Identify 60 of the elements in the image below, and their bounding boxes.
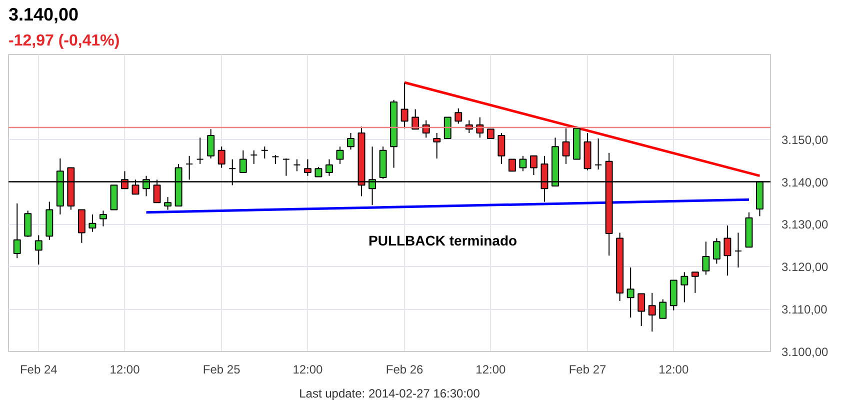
annotation: PULLBACK terminado bbox=[368, 232, 518, 248]
candlestick bbox=[336, 146, 344, 164]
candlestick bbox=[24, 210, 32, 238]
candlestick bbox=[260, 146, 268, 159]
candlestick bbox=[34, 234, 42, 266]
candlestick bbox=[498, 132, 506, 164]
candlestick bbox=[444, 116, 452, 140]
candlestick bbox=[207, 128, 215, 159]
text: Last update: 2014-02-27 16:30:00 bbox=[299, 386, 480, 400]
y-tick-label: 3.130,00 bbox=[782, 218, 829, 232]
candlestick bbox=[691, 272, 699, 294]
candlestick bbox=[314, 166, 322, 178]
candlestick bbox=[702, 241, 710, 276]
candlestick bbox=[486, 128, 494, 140]
candlestick bbox=[724, 224, 732, 276]
candlestick bbox=[78, 209, 86, 244]
candlestick bbox=[347, 132, 354, 150]
candlestick bbox=[519, 155, 527, 172]
x-tick-label: 12:00 bbox=[476, 362, 506, 376]
x-tick-label: Feb 26 bbox=[386, 362, 424, 376]
candlestick bbox=[530, 155, 538, 176]
candlestick bbox=[239, 150, 247, 173]
candlestick bbox=[99, 210, 107, 227]
chart-subtitle: -12,97 (-0,41%) bbox=[8, 32, 120, 50]
x-tick-label: Feb 24 bbox=[20, 362, 58, 376]
candlestick bbox=[454, 108, 462, 124]
candlestick bbox=[508, 158, 516, 172]
candlestick bbox=[626, 266, 634, 318]
candlestick bbox=[734, 232, 742, 268]
candlestick bbox=[293, 158, 301, 172]
y-tick-label: 3.150,00 bbox=[782, 132, 829, 147]
candlestick bbox=[638, 293, 646, 327]
candlestick bbox=[648, 292, 656, 332]
candlestick bbox=[680, 272, 688, 303]
candlestick bbox=[412, 108, 420, 130]
y-tick-label: 3.120,00 bbox=[782, 260, 829, 274]
candlestick bbox=[218, 146, 226, 168]
candlestick bbox=[400, 82, 408, 129]
y-tick-label: 3.100,00 bbox=[782, 345, 829, 359]
x-tick-label: Feb 27 bbox=[568, 362, 607, 376]
candlestick bbox=[250, 150, 258, 164]
candlestick bbox=[659, 298, 667, 319]
x-tick-label: Feb 25 bbox=[202, 362, 241, 376]
candlestick bbox=[196, 137, 204, 164]
chart-title: 3.140,00 bbox=[8, 4, 79, 24]
candlestick bbox=[304, 158, 312, 176]
x-tick-label: 12:00 bbox=[658, 362, 689, 376]
x-tick-label: 12:00 bbox=[292, 362, 324, 376]
y-tick-label: 3.140,00 bbox=[782, 175, 829, 190]
candlestick bbox=[13, 202, 21, 259]
candlestick bbox=[594, 138, 602, 170]
candlestick bbox=[326, 158, 333, 176]
candlestick bbox=[164, 196, 172, 210]
candlestick bbox=[712, 238, 720, 264]
candlestick bbox=[282, 158, 290, 176]
candlestick bbox=[88, 214, 96, 232]
y-tick-label: 3.110,00 bbox=[782, 302, 828, 317]
candlestick bbox=[433, 132, 441, 159]
candlestick bbox=[562, 128, 570, 164]
x-tick-label: 12:00 bbox=[110, 362, 140, 376]
